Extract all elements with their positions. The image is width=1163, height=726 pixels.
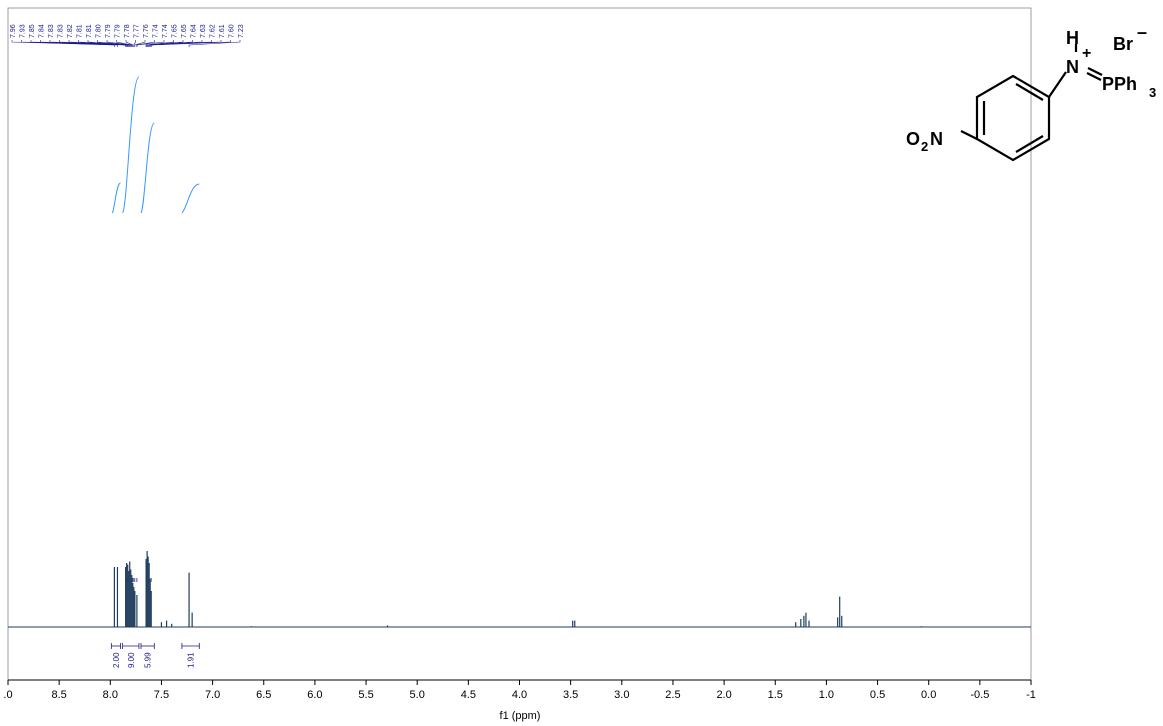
peak-label: 7.81 <box>86 24 93 38</box>
x-tick-label: 7.5 <box>154 689 169 701</box>
peak-label-group: 7.96 7.93 7.85 7.84 7.83 7.83 7.82 7.81 7.81 7.80… <box>10 24 245 582</box>
peak-leader-line <box>134 40 146 47</box>
x-tick-label: 1.0 <box>819 689 834 701</box>
peak-label: 7.78 <box>124 24 131 38</box>
peak-leader-line <box>116 40 133 47</box>
struct-o-sub: 2 <box>921 139 928 154</box>
peak-leader-line <box>125 40 134 47</box>
x-tick-label: 4.5 <box>461 689 476 701</box>
peak-leader-line <box>145 40 184 47</box>
x-tick-label: 7.0 <box>205 689 220 701</box>
peak-leader-line <box>68 40 130 47</box>
x-axis-label: f1 (ppm) <box>500 710 541 722</box>
integration-value: 5.99 <box>144 652 153 668</box>
x-tick-label: 8.0 <box>103 689 118 701</box>
spectrum-lines <box>113 551 923 627</box>
struct-pph: PPh <box>1102 74 1137 94</box>
x-tick-label: 4.0 <box>512 689 527 701</box>
peak-label: 7.63 <box>200 24 207 38</box>
integral-curve <box>122 76 140 214</box>
x-tick-label: 2.0 <box>716 689 731 701</box>
peak-label: 7.74 <box>162 24 169 38</box>
peak-label: 7.77 <box>134 24 141 38</box>
peak-label: 7.82 <box>67 24 74 38</box>
struct-br: Br <box>1113 34 1133 54</box>
struct-o: O <box>906 129 920 149</box>
struct-h: H <box>1066 28 1079 48</box>
struct-n: N <box>1066 57 1079 77</box>
x-axis-ticks: .0 8.5 8.0 7.5 7.0 6.5 6.0 5.5 5.0 4.5 4.0 3.5 3.0 2.… <box>3 680 1036 701</box>
x-tick-label: 0.5 <box>870 689 885 701</box>
peak-label: 7.83 <box>48 24 55 38</box>
peak-leader-line <box>87 40 131 47</box>
peak-label: 7.83 <box>58 24 65 38</box>
x-tick-label: 3.5 <box>563 689 578 701</box>
peak-label: 7.85 <box>29 24 36 38</box>
peak-label: 7.96 <box>10 24 17 38</box>
peak-label: 7.64 <box>191 24 198 38</box>
x-tick-label: 2.5 <box>665 689 680 701</box>
x-tick-label: 1.5 <box>768 689 783 701</box>
peak-label: 7.61 <box>219 24 226 38</box>
integral-curve <box>111 182 122 214</box>
x-tick-label: 8.5 <box>52 689 67 701</box>
struct-minus: – <box>1137 22 1147 42</box>
x-tick-label: 3.0 <box>614 689 629 701</box>
x-tick-label: 6.0 <box>307 689 322 701</box>
benzene-ring <box>960 44 1103 162</box>
peak-label: 7.93 <box>20 24 27 38</box>
integral-curve <box>140 122 155 214</box>
peak-label: 7.74 <box>153 24 160 38</box>
peak-leader-line <box>133 40 136 47</box>
integration-value: 2.00 <box>112 652 121 668</box>
bond-ring-n <box>1048 71 1067 98</box>
x-tick-label: .0 <box>3 689 12 701</box>
plot-frame <box>7 7 1032 681</box>
integration-value: 9.00 <box>127 652 136 668</box>
integral-curve <box>181 183 200 214</box>
x-tick-label: 5.0 <box>410 689 425 701</box>
peak-leader-line <box>97 40 132 47</box>
struct-o2n-n: N <box>930 129 943 149</box>
peak-leader-line <box>136 40 165 47</box>
x-tick-label: 0.0 <box>921 689 936 701</box>
peak-label: 7.65 <box>181 24 188 38</box>
peak-label: 7.84 <box>39 24 46 38</box>
struct-pph-sub: 3 <box>1149 85 1156 100</box>
peak-leader-line <box>150 40 231 47</box>
peak-label: 7.62 <box>210 24 217 38</box>
peak-label: 7.79 <box>115 24 122 38</box>
peak-label: 7.79 <box>105 24 112 38</box>
integration-value: 1.91 <box>187 652 196 668</box>
peak-label: 7.23 <box>238 24 245 38</box>
x-tick-label: 6.5 <box>256 689 271 701</box>
x-tick-label: -0.5 <box>970 689 989 701</box>
peak-leader-line <box>188 40 241 47</box>
integration-markers: 2.00 9.00 5.99 1.91 <box>110 643 200 668</box>
peak-label: 7.65 <box>172 24 179 38</box>
peak-label: 7.60 <box>229 24 236 38</box>
x-tick-label: -1 <box>1026 689 1036 701</box>
struct-plus: + <box>1082 45 1091 62</box>
peak-label: 7.81 <box>77 24 84 38</box>
peak-label: 7.80 <box>96 24 103 38</box>
integral-curves <box>111 76 200 214</box>
bond-ring-no2 <box>960 130 978 140</box>
x-tick-label: 5.5 <box>358 689 373 701</box>
chemical-structure: H N + Br – PPh 3 O 2 N <box>906 22 1156 162</box>
peak-label: 7.76 <box>143 24 150 38</box>
